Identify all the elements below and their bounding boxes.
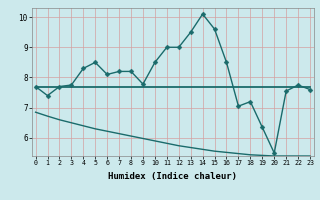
X-axis label: Humidex (Indice chaleur): Humidex (Indice chaleur) (108, 172, 237, 181)
